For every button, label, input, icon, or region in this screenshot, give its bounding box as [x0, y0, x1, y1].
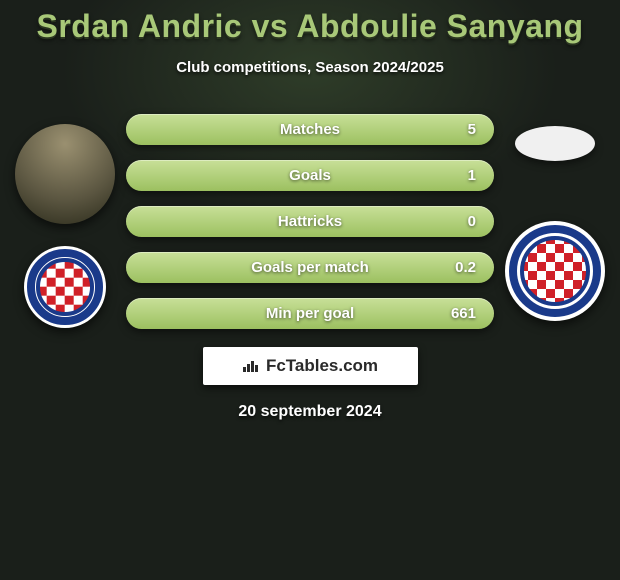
chart-icon [242, 359, 260, 373]
player1-avatar [15, 124, 115, 224]
crest-checker [520, 236, 590, 306]
crest-checker [36, 258, 93, 315]
player2-avatar-placeholder [515, 126, 595, 161]
page-title: Srdan Andric vs Abdoulie Sanyang [0, 0, 620, 45]
stat-value: 0.2 [455, 259, 476, 276]
stat-bar-matches: Matches 5 [126, 114, 494, 145]
stat-label: Min per goal [144, 305, 476, 322]
stat-value: 661 [451, 305, 476, 322]
stat-bar-min-per-goal: Min per goal 661 [126, 298, 494, 329]
stat-bar-goals-per-match: Goals per match 0.2 [126, 252, 494, 283]
left-column [10, 114, 120, 328]
right-column [500, 114, 610, 321]
logo-text: FcTables.com [266, 356, 378, 376]
date: 20 september 2024 [0, 403, 620, 421]
subtitle: Club competitions, Season 2024/2025 [0, 59, 620, 76]
stat-value: 5 [468, 121, 476, 138]
stat-value: 0 [468, 213, 476, 230]
stat-label: Goals [144, 167, 476, 184]
stats-column: Matches 5 Goals 1 Hattricks 0 Goals per … [120, 114, 500, 329]
player2-club-crest [505, 221, 605, 321]
content-row: Matches 5 Goals 1 Hattricks 0 Goals per … [0, 114, 620, 329]
stat-bar-goals: Goals 1 [126, 160, 494, 191]
stat-bar-hattricks: Hattricks 0 [126, 206, 494, 237]
stat-label: Goals per match [144, 259, 476, 276]
player1-club-crest [24, 246, 106, 328]
stat-label: Matches [144, 121, 476, 138]
stat-value: 1 [468, 167, 476, 184]
stat-label: Hattricks [144, 213, 476, 230]
fctables-logo[interactable]: FcTables.com [203, 347, 418, 385]
